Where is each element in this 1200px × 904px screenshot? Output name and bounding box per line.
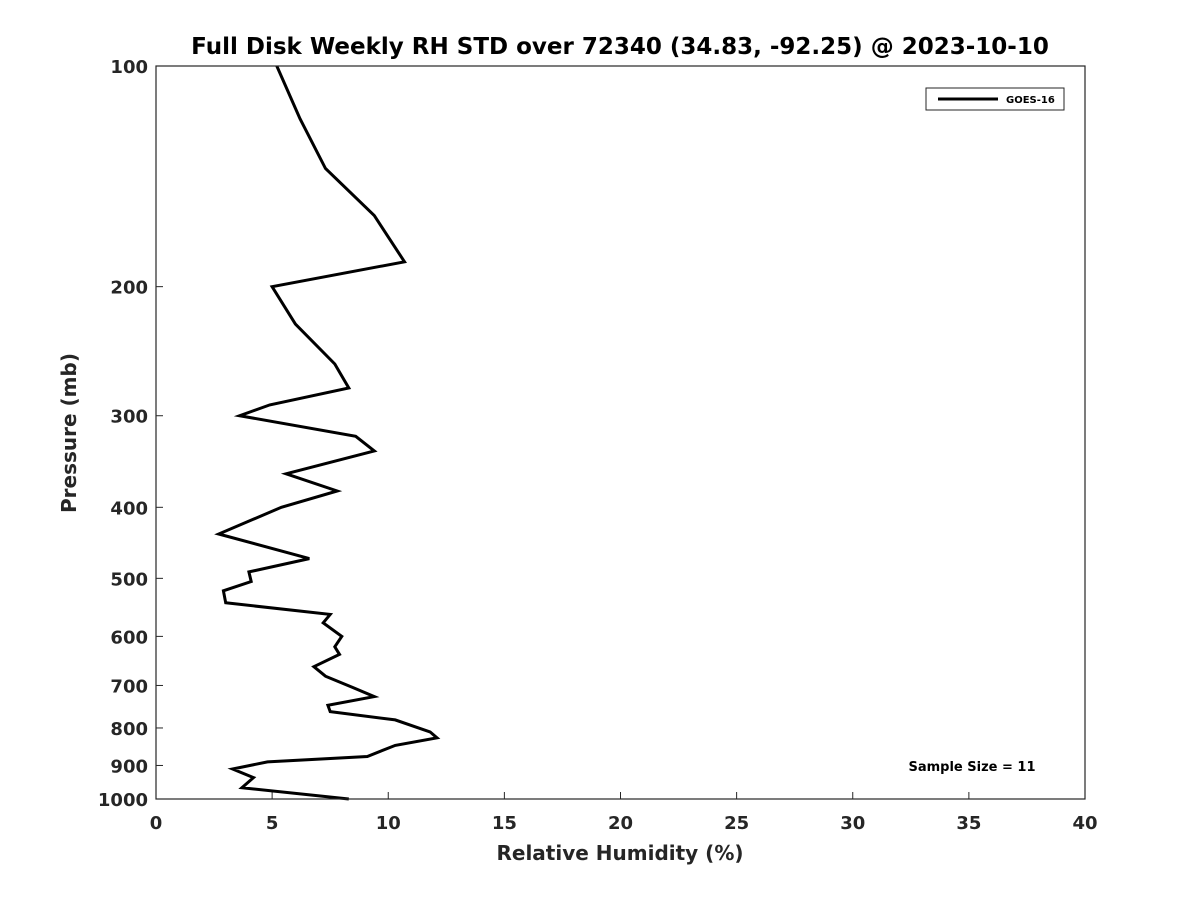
x-tick-label: 35 xyxy=(956,813,981,834)
chart-title: Full Disk Weekly RH STD over 72340 (34.8… xyxy=(191,34,1049,60)
x-tick-label: 20 xyxy=(608,813,633,834)
x-tick-label: 25 xyxy=(724,813,749,834)
x-tick-label: 5 xyxy=(266,813,279,834)
y-tick-label: 500 xyxy=(110,569,148,590)
y-axis-ticks: 100 200 300 400 500 600 700 800 900 1000 xyxy=(98,57,163,811)
x-tick-label: 0 xyxy=(150,813,163,834)
sample-size-annotation: Sample Size = 11 xyxy=(908,760,1035,775)
x-tick-label: 30 xyxy=(840,813,865,834)
y-tick-label: 600 xyxy=(110,627,148,648)
y-axis-label: Pressure (mb) xyxy=(57,353,81,513)
y-tick-label: 700 xyxy=(110,676,148,697)
x-tick-label: 10 xyxy=(376,813,401,834)
x-axis-label: Relative Humidity (%) xyxy=(496,841,743,865)
legend: GOES-16 xyxy=(925,87,1065,111)
x-tick-label: 40 xyxy=(1072,813,1097,834)
y-tick-label: 800 xyxy=(110,719,148,740)
y-tick-label: 1000 xyxy=(98,790,148,811)
y-tick-label: 200 xyxy=(110,278,148,299)
legend-label-goes16: GOES-16 xyxy=(1006,95,1055,106)
series-line-goes16 xyxy=(214,65,441,801)
y-tick-label: 900 xyxy=(110,756,148,777)
plot-frame xyxy=(155,65,1086,800)
y-tick-label: 300 xyxy=(110,407,148,428)
y-tick-label: 100 xyxy=(110,57,148,78)
y-tick-label: 400 xyxy=(110,498,148,519)
x-axis-ticks: 0 5 10 15 20 25 30 35 40 xyxy=(150,792,1098,834)
x-tick-label: 15 xyxy=(492,813,517,834)
